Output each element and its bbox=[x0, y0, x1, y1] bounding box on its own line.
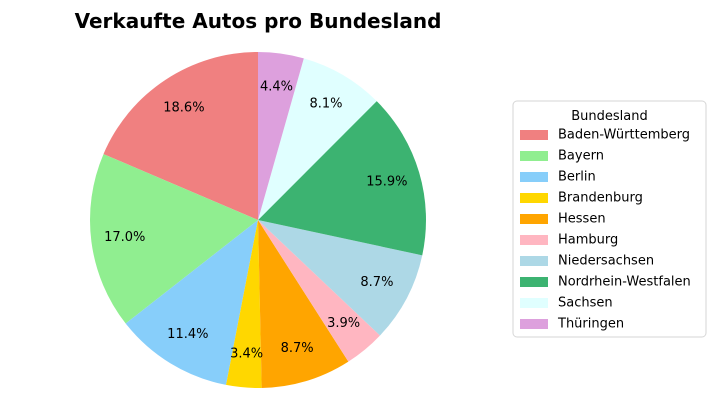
legend-title: Bundesland bbox=[571, 109, 648, 124]
pie-slice-3 bbox=[125, 220, 258, 385]
pie-slice-8-pct-label: 15.9% bbox=[366, 174, 407, 189]
legend-label-5: Hessen bbox=[558, 212, 606, 227]
legend-swatch-7 bbox=[520, 256, 548, 266]
legend-label-1: Baden-Württemberg bbox=[558, 128, 690, 143]
legend-label-9: Sachsen bbox=[558, 296, 613, 311]
legend-swatch-9 bbox=[520, 298, 548, 308]
pie-slice-8 bbox=[258, 101, 426, 256]
legend-swatch-10 bbox=[520, 319, 548, 329]
pie-slice-6 bbox=[258, 220, 381, 362]
legend-label-10: Thüringen bbox=[557, 317, 624, 332]
legend-frame bbox=[512, 100, 707, 338]
pie-slice-7-pct-label: 8.7% bbox=[360, 275, 393, 290]
legend-swatch-1 bbox=[520, 130, 548, 140]
legend-swatch-4 bbox=[520, 193, 548, 203]
percentage-labels: 18.6% 17.0% 11.4% 3.4% 8.7% 3.9% 8.7% 15.9% 8.1%… bbox=[104, 79, 407, 361]
pie-slice-9 bbox=[258, 58, 377, 221]
legend-swatch-2 bbox=[520, 151, 548, 161]
legend-swatch-5 bbox=[520, 214, 548, 224]
pie-slice-1 bbox=[103, 52, 258, 220]
legend: Bundesland Baden-Württemberg Bayern Berlin… bbox=[512, 100, 707, 338]
legend-label-6: Hamburg bbox=[558, 233, 618, 248]
pie-slice-1-pct-label: 18.6% bbox=[163, 100, 204, 115]
legend-swatch-3 bbox=[520, 172, 548, 182]
pie-slice-9-pct-label: 8.1% bbox=[309, 97, 342, 112]
pie-slice-5 bbox=[258, 220, 349, 388]
legend-label-3: Berlin bbox=[558, 170, 596, 185]
pie-slice-3-pct-label: 11.4% bbox=[167, 327, 208, 342]
pie-slice-5-pct-label: 8.7% bbox=[281, 341, 314, 356]
legend-swatch-8 bbox=[520, 277, 548, 287]
legend-label-2: Bayern bbox=[558, 149, 604, 164]
pie-slice-4-pct-label: 3.4% bbox=[230, 346, 263, 361]
legend-items: Baden-Württemberg Bayern Berlin Brandenburg… bbox=[520, 128, 691, 332]
pie-slice-6-pct-label: 3.9% bbox=[327, 316, 360, 331]
pie-slice-2-pct-label: 17.0% bbox=[104, 230, 145, 245]
pie-slice-2 bbox=[90, 154, 258, 324]
pie-slice-10 bbox=[258, 52, 304, 220]
pie-slices bbox=[90, 52, 426, 389]
chart-title: Verkaufte Autos pro Bundesland bbox=[75, 9, 442, 33]
legend-label-8: Nordrhein-Westfalen bbox=[558, 275, 691, 290]
pie-slice-10-pct-label: 4.4% bbox=[260, 79, 293, 94]
pie-slice-7 bbox=[258, 220, 423, 336]
legend-label-7: Niedersachsen bbox=[558, 254, 654, 269]
legend-swatch-6 bbox=[520, 235, 548, 245]
pie-slice-4 bbox=[226, 220, 262, 389]
legend-label-4: Brandenburg bbox=[558, 191, 643, 206]
